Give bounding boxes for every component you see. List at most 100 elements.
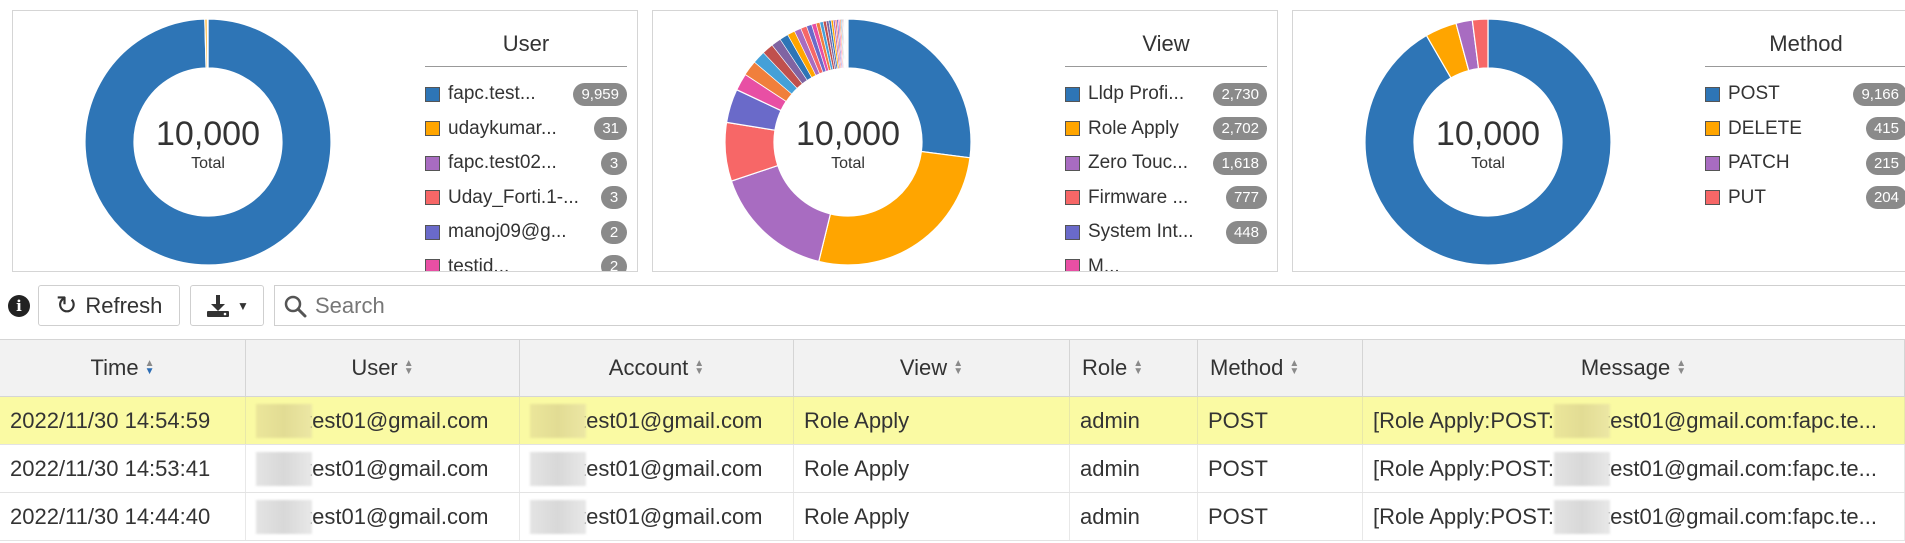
search-input[interactable] — [315, 292, 1782, 319]
legend-count-badge: 3 — [601, 151, 627, 175]
legend-count-badge: 1,618 — [1213, 151, 1267, 175]
table-row[interactable]: 2022/11/30 14:53:41 test01@gmail.com tes… — [0, 445, 1905, 493]
legend-label: udaykumar... — [448, 117, 557, 139]
legend-label: Role Apply — [1088, 117, 1179, 139]
method-legend-title: Method — [1705, 31, 1905, 67]
sort-icon: ▲ ▼ — [953, 358, 964, 377]
download-button[interactable]: ▼ — [190, 285, 264, 326]
table-row[interactable]: 2022/11/30 14:44:40 test01@gmail.com tes… — [0, 493, 1905, 541]
chart-cards: 10,000 Total User fapc.test... 9,959 udayku… — [12, 10, 1905, 272]
legend-item[interactable]: M... — [1065, 250, 1267, 272]
donut-slice[interactable] — [818, 150, 971, 266]
donut-total-label: Total — [831, 155, 865, 172]
column-header-account[interactable]: Account ▲ ▼ — [520, 340, 794, 396]
sort-icon: ▲ ▼ — [403, 358, 414, 377]
column-header-label: Time — [90, 355, 139, 380]
column-header-role[interactable]: Role ▲ ▼ — [1070, 340, 1198, 396]
legend-label: Uday_Forti.1-... — [448, 186, 579, 208]
refresh-button[interactable]: ↻ Refresh — [38, 285, 180, 326]
cell-user-text: test01@gmail.com — [306, 455, 489, 481]
cell-time: 2022/11/30 14:53:41 — [0, 445, 246, 492]
legend-swatch — [425, 190, 440, 206]
method-legend: Method POST 9,166 DELETE 415 PATCH 215 PUT 204 — [1705, 31, 1905, 271]
legend-swatch — [1065, 259, 1080, 271]
legend-swatch — [1065, 155, 1080, 171]
redacted-text — [530, 499, 586, 534]
legend-label: DELETE — [1728, 117, 1802, 139]
redacted-text — [256, 403, 312, 438]
legend-swatch — [425, 86, 440, 102]
legend-count-badge: 215 — [1865, 151, 1905, 175]
legend-count-badge: 415 — [1865, 117, 1905, 141]
legend-swatch — [425, 259, 440, 271]
column-header-time[interactable]: Time ▲ ▼ — [0, 340, 246, 396]
search-box[interactable] — [274, 285, 1905, 326]
legend-swatch — [425, 121, 440, 137]
cell-method: POST — [1198, 493, 1363, 540]
user-legend: User fapc.test... 9,959 udaykumar... 31 fapc… — [425, 31, 627, 272]
legend-item[interactable]: fapc.test02... 3 — [425, 146, 627, 181]
column-header-view[interactable]: View ▲ ▼ — [794, 340, 1070, 396]
legend-item[interactable]: System Int... 448 — [1065, 215, 1267, 250]
legend-label: testid... — [448, 255, 510, 272]
view-donut-chart: 10,000 Total — [724, 18, 972, 266]
donut-slice[interactable] — [1364, 18, 1612, 266]
cell-account-text: test01@gmail.com — [580, 407, 763, 433]
column-header-label: Account — [608, 355, 689, 380]
table-row[interactable]: 2022/11/30 14:54:59 test01@gmail.com tes… — [0, 397, 1905, 445]
legend-count-badge: 3 — [601, 186, 627, 210]
legend-item[interactable]: udaykumar... 31 — [425, 112, 627, 147]
view-legend: View Lldp Profi... 2,730 Role Apply 2,702 Ze… — [1065, 31, 1267, 272]
cell-role: admin — [1070, 397, 1198, 444]
donut-slice[interactable] — [1471, 18, 1489, 70]
legend-item[interactable]: PUT 204 — [1705, 181, 1905, 216]
legend-label: Zero Touc... — [1088, 152, 1188, 174]
donut-total-value: 10,000 — [796, 115, 900, 153]
column-header-message[interactable]: Message ▲ ▼ — [1363, 340, 1905, 396]
legend-item[interactable]: DELETE 415 — [1705, 112, 1905, 147]
cell-user-text: test01@gmail.com — [306, 503, 489, 529]
legend-item[interactable]: Role Apply 2,702 — [1065, 112, 1267, 147]
cell-message-suffix: test01@gmail.com:fapc.te... — [1603, 503, 1877, 529]
legend-swatch — [425, 155, 440, 171]
download-icon — [207, 294, 230, 317]
redacted-text — [256, 451, 312, 486]
column-header-method[interactable]: Method ▲ ▼ — [1198, 340, 1363, 396]
legend-item[interactable]: Uday_Forti.1-... 3 — [425, 181, 627, 216]
donut-slice[interactable] — [847, 18, 972, 159]
legend-label: PUT — [1728, 186, 1766, 208]
sort-icon: ▲ ▼ — [1289, 358, 1300, 377]
legend-item[interactable]: Firmware ... 777 — [1065, 181, 1267, 216]
legend-swatch — [425, 224, 440, 240]
legend-item[interactable]: manoj09@g... 2 — [425, 215, 627, 250]
legend-item[interactable]: POST 9,166 — [1705, 77, 1905, 112]
legend-count-badge: 9,959 — [573, 82, 627, 106]
donut-total-label: Total — [1471, 155, 1505, 172]
column-header-label: User — [351, 355, 398, 380]
cell-message-suffix: test01@gmail.com:fapc.te... — [1603, 407, 1877, 433]
cell-message: [Role Apply:POST: test01@gmail.com:fapc.t… — [1363, 397, 1905, 444]
legend-item[interactable]: fapc.test... 9,959 — [425, 77, 627, 112]
cell-role: admin — [1070, 445, 1198, 492]
view-chart-card: 10,000 Total View Lldp Profi... 2,730 Role … — [652, 10, 1278, 272]
legend-swatch — [1705, 121, 1720, 137]
legend-count-badge: 31 — [594, 117, 627, 141]
legend-item[interactable]: PATCH 215 — [1705, 146, 1905, 181]
legend-label: M... — [1088, 255, 1120, 272]
donut-slice[interactable] — [84, 18, 332, 266]
cell-account-text: test01@gmail.com — [580, 455, 763, 481]
cell-account-text: test01@gmail.com — [580, 503, 763, 529]
legend-item[interactable]: Zero Touc... 1,618 — [1065, 146, 1267, 181]
column-header-user[interactable]: User ▲ ▼ — [246, 340, 520, 396]
donut-slice[interactable] — [730, 164, 832, 263]
legend-item[interactable]: testid... 2 — [425, 250, 627, 272]
user-legend-title: User — [425, 31, 627, 67]
redacted-text — [530, 451, 586, 486]
legend-item[interactable]: Lldp Profi... 2,730 — [1065, 77, 1267, 112]
column-header-label: View — [899, 355, 948, 380]
method-chart-card: 10,000 Total Method POST 9,166 DELETE 415 PAT… — [1292, 10, 1905, 272]
info-icon[interactable]: i — [8, 295, 30, 317]
cell-method: POST — [1198, 397, 1363, 444]
cell-message-prefix: [Role Apply:POST: — [1373, 503, 1554, 529]
sort-icon: ▲ ▼ — [144, 358, 155, 377]
